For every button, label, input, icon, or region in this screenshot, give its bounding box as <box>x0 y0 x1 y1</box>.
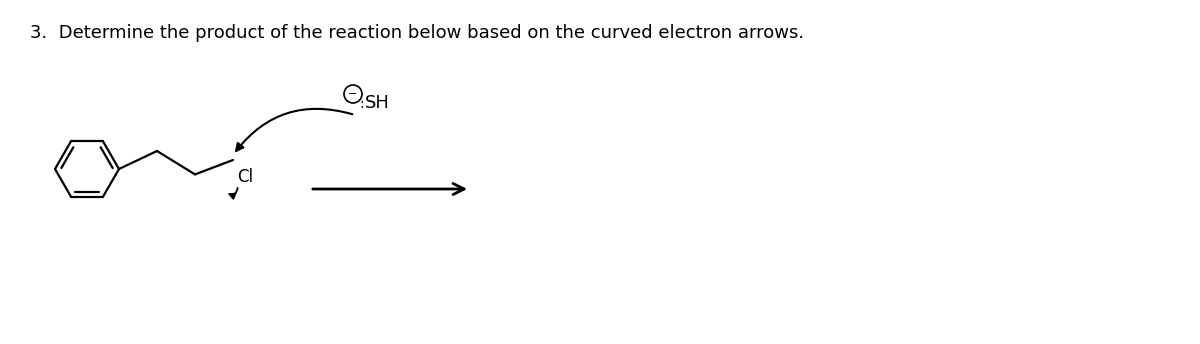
FancyArrowPatch shape <box>229 188 238 199</box>
Text: −: − <box>348 89 358 99</box>
Text: Cl: Cl <box>238 168 253 186</box>
Text: :: : <box>359 97 364 111</box>
FancyArrowPatch shape <box>236 109 353 151</box>
Text: SH: SH <box>365 94 390 112</box>
Text: 3.  Determine the product of the reaction below based on the curved electron arr: 3. Determine the product of the reaction… <box>30 24 804 42</box>
